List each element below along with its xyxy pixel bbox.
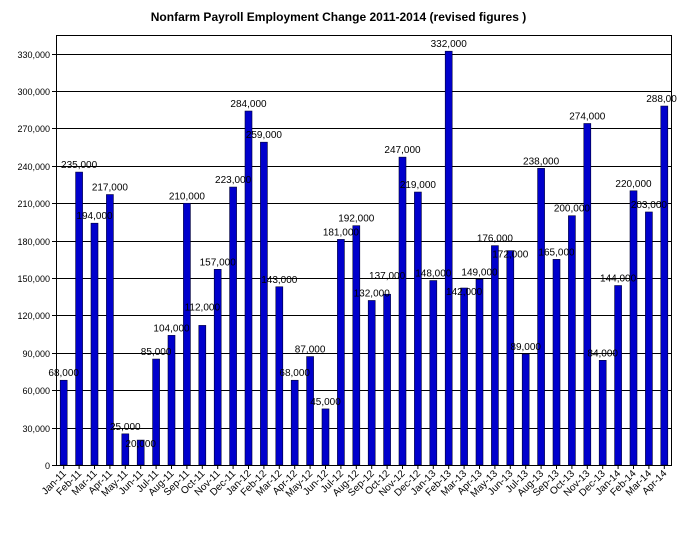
data-label: 200,000 — [554, 204, 591, 215]
bar — [460, 287, 468, 466]
bar — [244, 110, 253, 466]
bar — [429, 280, 438, 466]
bar — [90, 222, 99, 466]
bar — [521, 353, 530, 466]
bar — [537, 168, 545, 466]
bar — [352, 225, 361, 466]
data-label: 143,000 — [261, 275, 298, 286]
y-tick-label: 120,000 — [17, 311, 50, 321]
bar — [475, 278, 484, 466]
data-label: 217,000 — [92, 183, 129, 194]
data-label: 165,000 — [538, 247, 575, 258]
y-tick-label: 210,000 — [17, 199, 50, 209]
bar — [614, 285, 622, 466]
bar — [444, 50, 453, 466]
data-label: 210,000 — [169, 191, 206, 202]
data-label: 219,000 — [400, 180, 437, 191]
data-label: 284,000 — [230, 99, 267, 110]
data-label: 288,000 — [646, 94, 677, 105]
data-label: 142,000 — [446, 287, 483, 298]
data-label: 181,000 — [323, 227, 360, 238]
plot-border — [56, 35, 672, 466]
bar — [645, 211, 653, 466]
data-label: 259,000 — [246, 130, 283, 141]
bar — [260, 141, 268, 466]
bar — [629, 190, 638, 466]
y-tick-label: 180,000 — [17, 237, 50, 247]
data-label: 68,000 — [48, 368, 79, 379]
bar — [229, 186, 237, 466]
data-label: 220,000 — [615, 179, 652, 190]
data-label: 112,000 — [185, 302, 221, 313]
data-label: 68,000 — [279, 368, 310, 379]
bar — [321, 408, 330, 466]
data-label: 223,000 — [215, 175, 252, 186]
y-tick-label: 30,000 — [22, 424, 50, 434]
y-tick-label: 90,000 — [22, 349, 50, 359]
data-label: 144,000 — [600, 274, 637, 285]
data-label: 238,000 — [523, 156, 560, 167]
data-label: 89,000 — [510, 342, 541, 353]
y-tick-label: 150,000 — [17, 274, 50, 284]
bar — [367, 300, 376, 466]
y-tick-label: 300,000 — [17, 87, 50, 97]
data-label: 172,000 — [492, 250, 529, 261]
bar — [290, 379, 299, 466]
data-label: 87,000 — [295, 345, 326, 356]
data-label: 274,000 — [569, 111, 606, 122]
bar — [491, 245, 499, 466]
data-label: 104,000 — [153, 323, 190, 334]
bar — [59, 379, 68, 466]
data-label: 20,000 — [125, 439, 156, 450]
data-label: 176,000 — [477, 234, 514, 245]
bar — [583, 123, 592, 466]
y-tick-label: 60,000 — [22, 386, 50, 396]
bar — [552, 259, 561, 466]
data-label: 192,000 — [338, 214, 375, 225]
y-tick-label: 330,000 — [17, 50, 50, 60]
bar — [337, 239, 345, 466]
bar — [213, 269, 222, 466]
data-label: 45,000 — [310, 397, 341, 408]
data-label: 203,000 — [631, 200, 668, 211]
data-label: 84,000 — [587, 348, 618, 359]
data-label: 132,000 — [354, 288, 391, 299]
bar — [398, 156, 407, 466]
data-label: 247,000 — [384, 145, 421, 156]
data-label: 137,000 — [369, 271, 406, 282]
data-label: 25,000 — [110, 422, 141, 433]
bar — [383, 293, 391, 466]
data-label: 148,000 — [415, 269, 452, 280]
data-label: 85,000 — [141, 347, 172, 358]
data-label: 235,000 — [61, 160, 98, 171]
y-tick-label: 240,000 — [17, 162, 50, 172]
y-tick-label: 270,000 — [17, 124, 50, 134]
bar — [198, 325, 207, 466]
y-tick-label: 0 — [45, 461, 50, 471]
bar — [660, 105, 669, 466]
data-label: 149,000 — [461, 267, 498, 278]
data-label: 332,000 — [431, 39, 468, 50]
bar — [506, 250, 515, 466]
chart-title: Nonfarm Payroll Employment Change 2011-2… — [150, 10, 527, 24]
bar — [598, 360, 607, 466]
bar — [414, 191, 422, 466]
data-label: 194,000 — [76, 211, 113, 222]
data-label: 157,000 — [200, 257, 237, 268]
